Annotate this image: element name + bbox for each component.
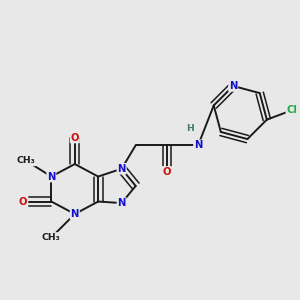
Text: CH₃: CH₃ bbox=[17, 156, 36, 165]
Text: H: H bbox=[187, 124, 194, 133]
Text: N: N bbox=[194, 140, 202, 150]
Text: N: N bbox=[47, 172, 56, 182]
Text: O: O bbox=[19, 196, 28, 206]
Text: N: N bbox=[229, 81, 237, 91]
Text: CH₃: CH₃ bbox=[42, 233, 61, 242]
Text: O: O bbox=[163, 167, 171, 177]
Text: O: O bbox=[70, 133, 79, 142]
Text: N: N bbox=[117, 164, 126, 174]
Text: Cl: Cl bbox=[286, 105, 297, 115]
Text: N: N bbox=[117, 198, 126, 208]
Text: N: N bbox=[70, 209, 79, 219]
